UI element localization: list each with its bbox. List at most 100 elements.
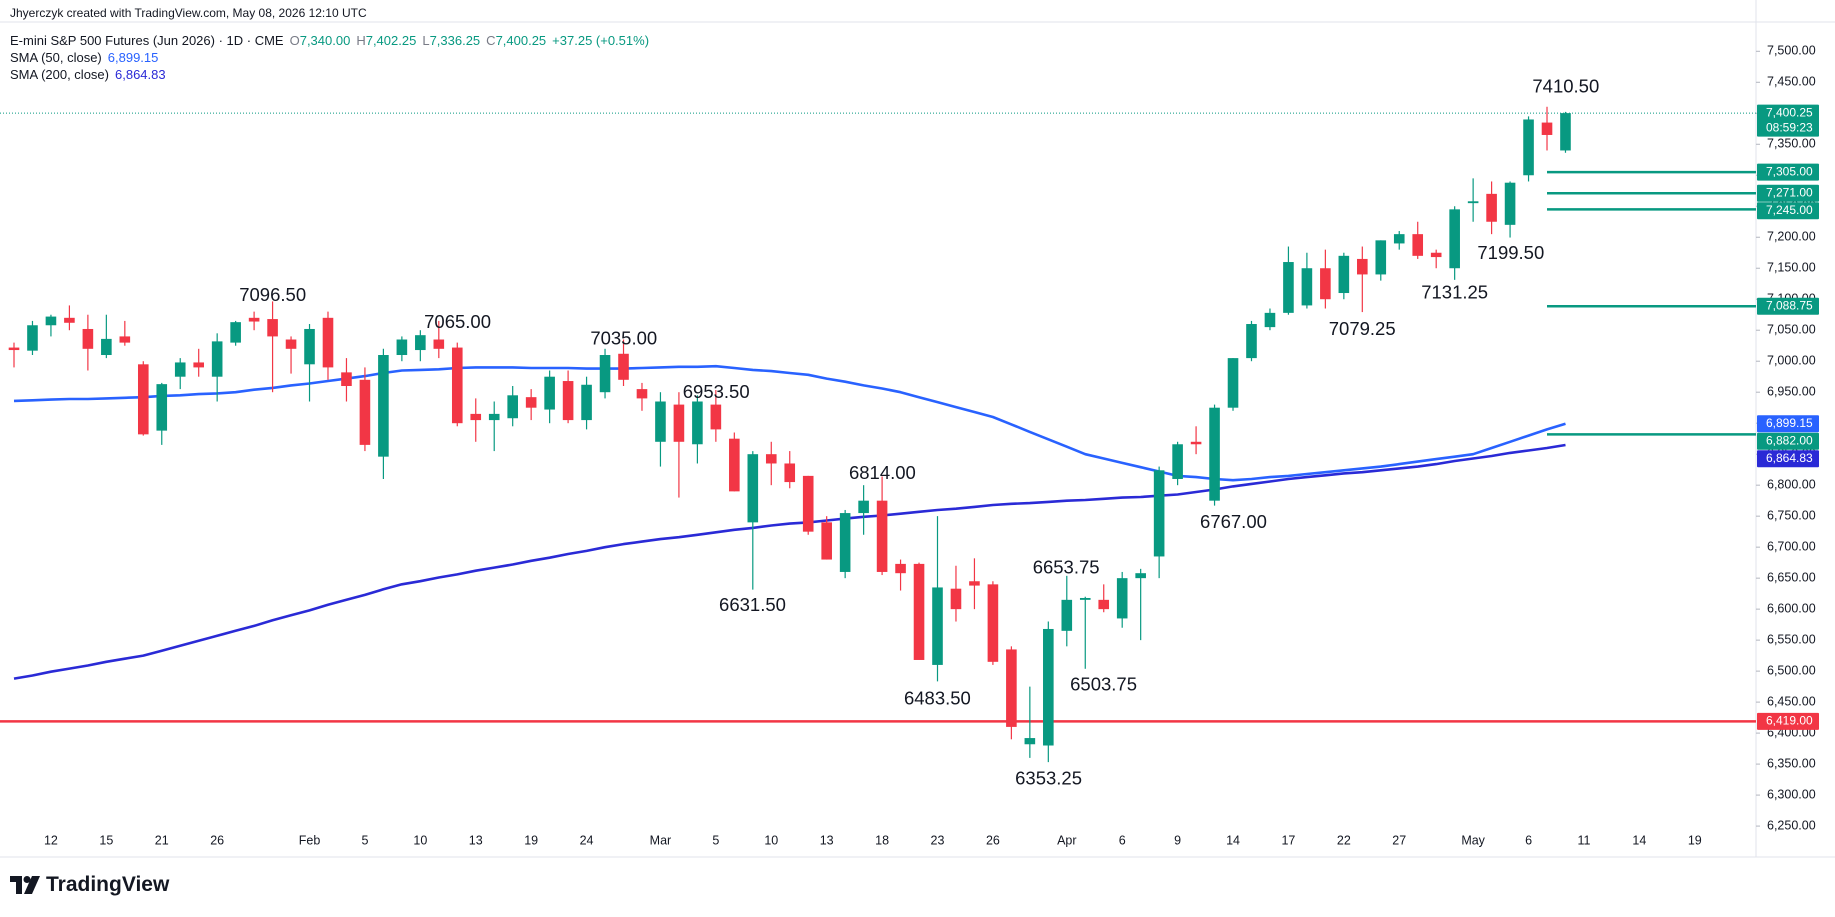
y-tick-label: 6,950.00 (1767, 384, 1816, 398)
candle-body (876, 500, 888, 572)
price-badge-label: 6,864.83 (1766, 451, 1813, 465)
y-tick-label: 6,750.00 (1767, 508, 1816, 522)
candle-body (1043, 628, 1054, 746)
candle-body (950, 588, 962, 610)
annotation: 7131.25 (1421, 282, 1488, 303)
sma-name: SMA (200, close) (10, 67, 109, 82)
ohlc-value: 7,402.25 (365, 33, 417, 48)
ohlc-value: 7,340.00 (299, 33, 351, 48)
candle-body (433, 339, 445, 349)
candle-body (987, 584, 999, 662)
price-badge-label: 6,882.00 (1766, 433, 1813, 447)
price-badge (1757, 415, 1819, 433)
candle-body (1024, 738, 1036, 745)
candle-body (27, 325, 38, 351)
candle-body (1523, 119, 1534, 176)
candle-body (544, 376, 555, 410)
candle-body (1061, 599, 1073, 631)
ohlc-key: C (486, 33, 496, 48)
candle-body (1504, 182, 1516, 225)
candle-body (507, 395, 518, 419)
candle-body (1338, 255, 1350, 294)
candle-body (525, 397, 537, 408)
y-tick-label: 6,450.00 (1767, 694, 1816, 708)
x-tick-label: 5 (361, 833, 368, 847)
candle-body (137, 364, 149, 435)
candle-body (1560, 113, 1571, 151)
ohlc-key: O (289, 33, 300, 48)
candle-body (359, 379, 371, 445)
y-tick-label: 7,000.00 (1767, 354, 1816, 368)
y-tick-label: 6,350.00 (1767, 756, 1816, 770)
annotation: 7096.50 (239, 284, 306, 305)
change: +37.25 (+0.51%) (552, 33, 650, 48)
candle-body (710, 404, 722, 430)
candle-body (8, 347, 20, 351)
candle-body (729, 438, 740, 492)
price-badge-label: 6,899.15 (1766, 416, 1813, 430)
ohlc-value: 7,336.25 (429, 33, 481, 48)
candle-body (1153, 470, 1165, 557)
candle-body (562, 381, 574, 421)
candle-body (673, 404, 685, 442)
candle-body (969, 581, 980, 586)
candle-body (1135, 573, 1146, 579)
annotation: 6653.75 (1033, 557, 1100, 578)
candle-body (119, 336, 131, 343)
price-badge (1757, 104, 1819, 137)
candle-body (1393, 234, 1405, 244)
candle-body (858, 500, 869, 514)
candle-body (1449, 209, 1460, 269)
candle-body (895, 563, 906, 574)
x-tick-label: 19 (1688, 833, 1702, 847)
candle-body (322, 317, 334, 368)
y-tick-label: 7,500.00 (1767, 44, 1816, 58)
candle-body (1301, 268, 1313, 306)
candle-body (101, 338, 112, 356)
x-tick-label: 12 (44, 833, 58, 847)
candle-body (193, 362, 204, 368)
candle-body (1486, 193, 1497, 222)
price-badge-label: 6,419.00 (1766, 714, 1813, 728)
price-badge (1757, 450, 1819, 468)
annotation: 7199.50 (1477, 242, 1544, 263)
y-tick-label: 6,550.00 (1767, 632, 1816, 646)
candle-body (396, 339, 408, 356)
candle-body (1283, 262, 1294, 313)
candle-body (1209, 407, 1220, 501)
annotation: 6814.00 (849, 462, 916, 483)
x-tick-label: 26 (210, 833, 224, 847)
candle-body (470, 413, 482, 421)
x-tick-label: 17 (1281, 833, 1295, 847)
candle-body (1320, 268, 1331, 300)
candle-body (230, 322, 241, 343)
x-tick-label: 6 (1119, 833, 1126, 847)
candle-body (1246, 324, 1257, 359)
candle-body (913, 563, 925, 660)
candle-body (415, 335, 426, 351)
candle-body (248, 317, 260, 322)
annotation: 7035.00 (590, 327, 657, 348)
y-tick-label: 7,050.00 (1767, 323, 1816, 337)
candle-body (765, 454, 777, 464)
candle-body (1227, 358, 1239, 408)
grid-layer: 6,250.006,300.006,350.006,400.006,450.00… (44, 44, 1816, 848)
candle-body (599, 355, 611, 393)
ohlc-key: L (422, 33, 430, 48)
x-tick-label: 23 (931, 833, 945, 847)
x-tick-label: 22 (1337, 833, 1351, 847)
candle-body (378, 355, 389, 457)
candle-body (451, 347, 463, 424)
sma-value: 6,899.15 (107, 50, 159, 65)
sma-line (13, 443, 1566, 680)
candle-body (581, 384, 592, 421)
candle-body (821, 522, 832, 560)
x-tick-label: 26 (986, 833, 1000, 847)
ohlc-key: H (356, 33, 366, 48)
logo: TradingView (10, 873, 169, 897)
credit: Jhyerczyk created with TradingView.com, … (10, 6, 367, 20)
ohlc-item: L 7,336.25 (422, 33, 480, 48)
